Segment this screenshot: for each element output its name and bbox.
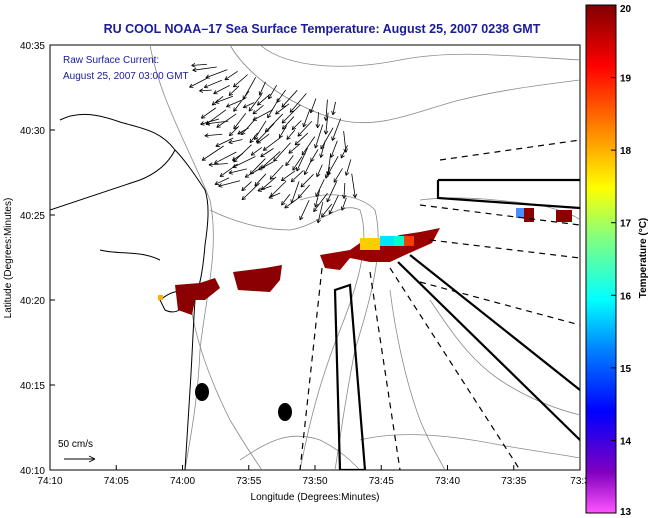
x-axis-ticks: 74:10 74:05 74:00 73:55 73:50 73:45 73:40 73:35… — [37, 465, 590, 487]
x-tick-label: 73:3 — [570, 476, 590, 487]
shipping-lanes — [299, 139, 580, 470]
x-tick-label: 73:55 — [236, 476, 261, 487]
sst-pixels — [158, 208, 572, 315]
annotation-line-2: August 25, 2007 03:00 GMT — [63, 71, 189, 82]
colorbar — [585, 4, 617, 514]
annotation-line-1: Raw Surface Current: — [63, 55, 159, 66]
y-tick-label: 40:20 — [20, 296, 45, 307]
colorbar-tick-label: 15 — [620, 364, 632, 375]
colorbar-tick-label: 18 — [620, 146, 632, 157]
colorbar-tick-label: 17 — [620, 219, 632, 230]
x-tick-label: 73:40 — [435, 476, 460, 487]
y-tick-label: 40:35 — [20, 41, 45, 52]
y-axis-ticks: 40:35 40:30 40:25 40:20 40:15 40:10 — [20, 41, 55, 477]
surface-current-vectors — [189, 62, 358, 224]
colorbar-tick-label: 13 — [620, 507, 632, 518]
marker-ellipse-1 — [195, 383, 209, 401]
x-tick-label: 74:00 — [170, 476, 195, 487]
colorbar-tick-label: 20 — [620, 4, 632, 15]
y-tick-label: 40:10 — [20, 466, 45, 477]
figure-title: RU COOL NOAA–17 Sea Surface Temperature:… — [104, 22, 541, 36]
x-tick-label: 73:50 — [302, 476, 327, 487]
scale-label: 50 cm/s — [58, 439, 93, 450]
colorbar-label: Temperature (°C) — [638, 218, 649, 299]
plot-frame — [49, 44, 581, 471]
x-tick-label: 73:35 — [501, 476, 526, 487]
x-tick-label: 74:05 — [104, 476, 129, 487]
x-tick-label: 74:10 — [37, 476, 62, 487]
y-tick-label: 40:15 — [20, 381, 45, 392]
y-axis-label: Latitude (Degrees:Minutes) — [3, 198, 14, 319]
colorbar-tick-label: 16 — [620, 291, 632, 302]
colorbar-ticks: 20 19 18 17 16 15 14 13 — [611, 4, 632, 518]
colorbar-tick-label: 14 — [620, 436, 632, 447]
x-axis-label: Longitude (Degrees:Minutes) — [251, 492, 380, 503]
marker-ellipse-2 — [278, 403, 292, 421]
y-tick-label: 40:25 — [20, 211, 45, 222]
x-tick-label: 73:45 — [369, 476, 394, 487]
y-tick-label: 40:30 — [20, 126, 45, 137]
colorbar-tick-label: 19 — [620, 74, 632, 85]
scale-arrow-icon — [64, 455, 96, 463]
